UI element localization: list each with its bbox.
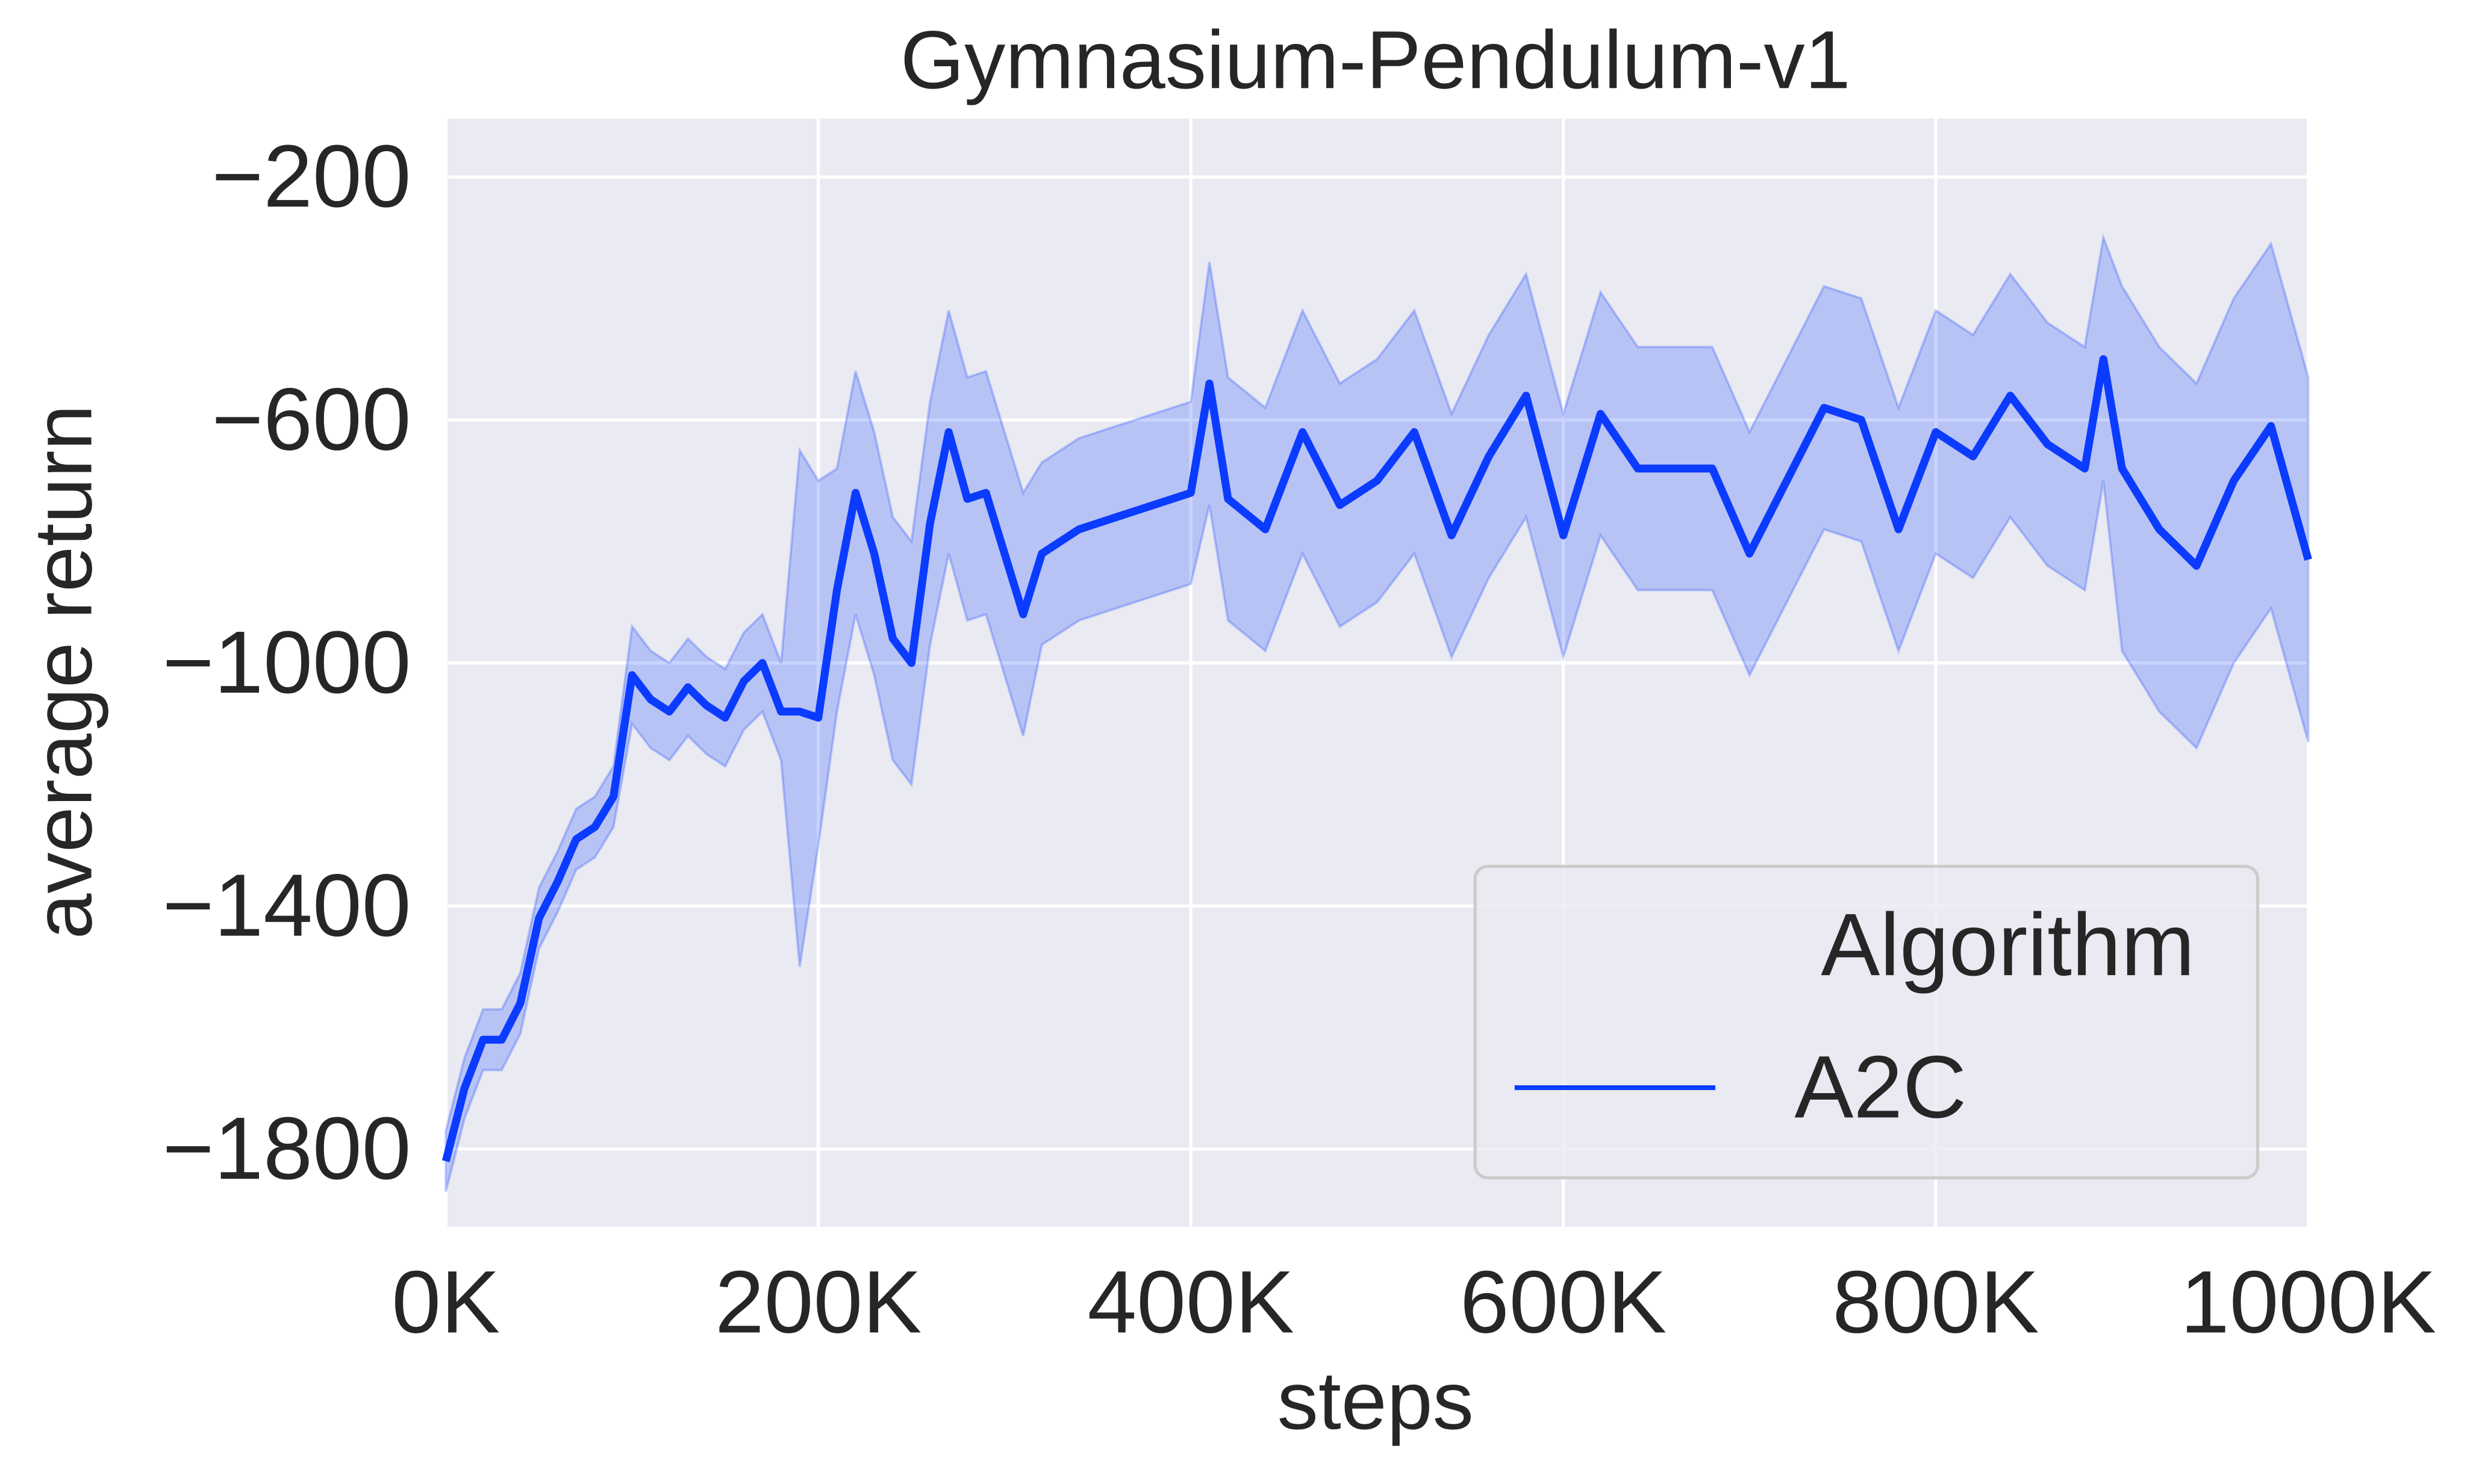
legend: Algorithm A2C [1473, 864, 2260, 1180]
x-tick-label: 1000K [2180, 1253, 2436, 1352]
x-tick-label: 0K [391, 1253, 500, 1352]
marks [441, 233, 2312, 1192]
legend-box [1473, 864, 2260, 1180]
x-tick-label: 800K [1832, 1253, 2039, 1352]
y-tick-label: −200 [211, 127, 411, 226]
x-tick-label: 200K [715, 1253, 921, 1352]
x-tick-label: 600K [1460, 1253, 1667, 1352]
y-tick-label: −1800 [163, 1099, 411, 1198]
y-tick-label: −600 [211, 370, 411, 469]
x-tick-label: 400K [1088, 1253, 1294, 1352]
confidence-band [444, 233, 2310, 1192]
legend-title: Algorithm [1821, 896, 2195, 994]
y-axis-label: average return [17, 405, 109, 940]
chart-title: Gymnasium-Pendulum-v1 [900, 13, 1851, 105]
y-tick-label: −1000 [163, 613, 411, 712]
y-tick-label: −1400 [163, 856, 411, 955]
line [441, 355, 2312, 1162]
x-axis-label: steps [1277, 1354, 1474, 1446]
legend-label: A2C [1794, 1038, 1966, 1136]
